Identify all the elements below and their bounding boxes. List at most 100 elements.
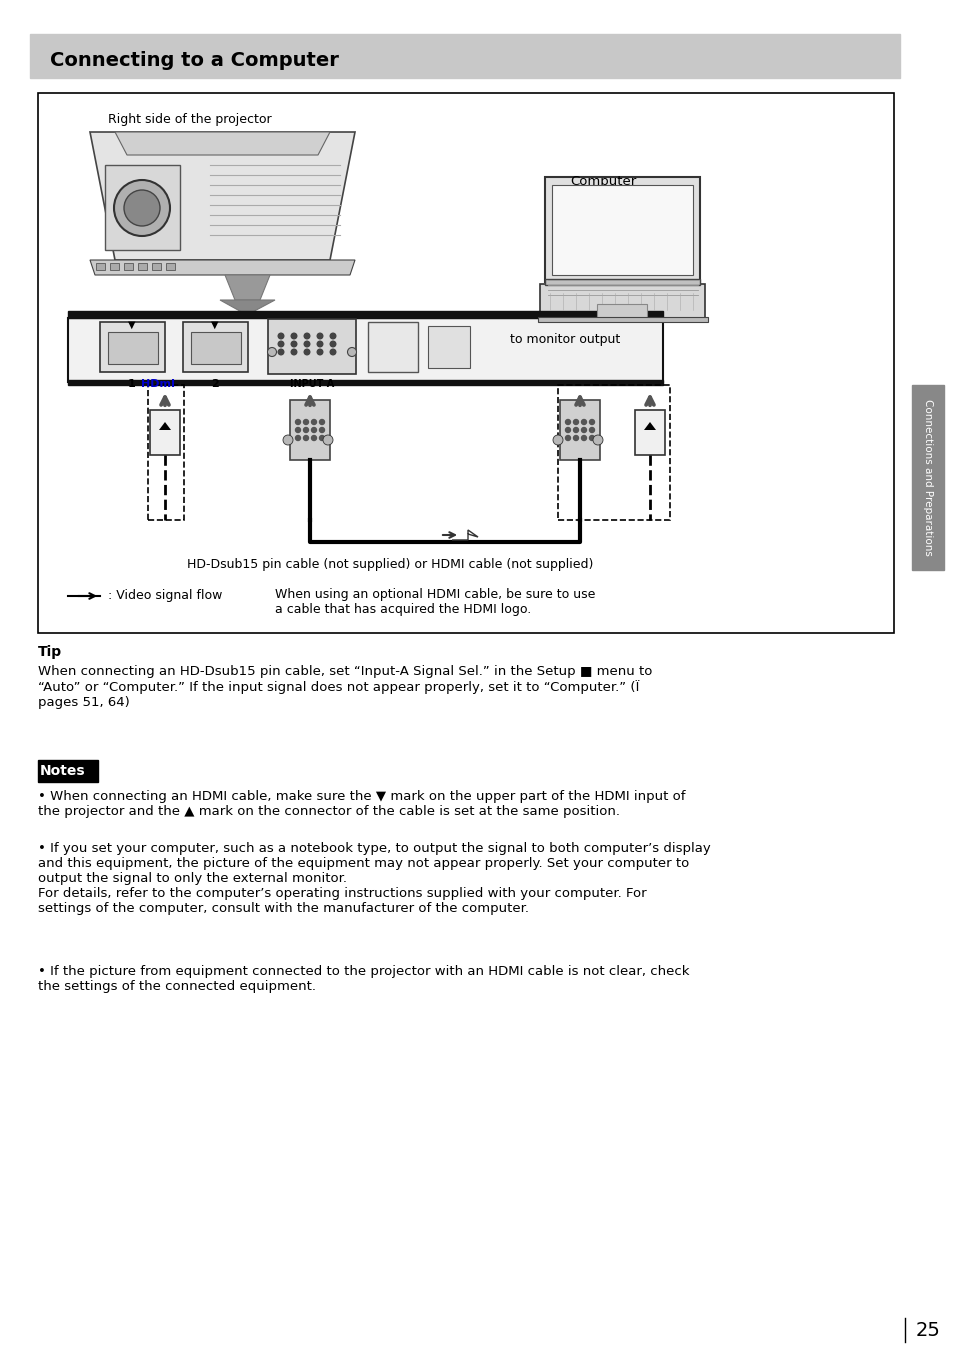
Text: ▼: ▼	[211, 320, 218, 330]
Circle shape	[283, 435, 293, 445]
Circle shape	[304, 341, 310, 347]
Bar	[268, 319, 355, 375]
Circle shape	[312, 419, 316, 425]
Circle shape	[303, 419, 308, 425]
Text: 25: 25	[915, 1321, 940, 1340]
Bar	[38, 93, 893, 633]
Circle shape	[316, 349, 322, 354]
Polygon shape	[225, 274, 270, 300]
Bar	[68, 311, 662, 318]
Circle shape	[319, 419, 324, 425]
Circle shape	[278, 349, 283, 354]
Circle shape	[267, 347, 276, 357]
Bar	[166, 264, 174, 270]
Text: When connecting an HD-Dsub15 pin cable, set “Input-A Signal Sel.” in the Setup ■: When connecting an HD-Dsub15 pin cable, …	[38, 665, 652, 710]
Circle shape	[573, 435, 578, 441]
Circle shape	[319, 435, 324, 441]
Bar	[597, 304, 646, 318]
Circle shape	[304, 333, 310, 339]
Circle shape	[589, 419, 594, 425]
Bar	[290, 400, 330, 460]
Polygon shape	[643, 422, 656, 430]
Bar	[544, 177, 700, 283]
Bar	[559, 400, 599, 460]
Circle shape	[330, 333, 335, 339]
Text: • If you set your computer, such as a notebook type, to output the signal to bot: • If you set your computer, such as a no…	[38, 842, 710, 915]
Circle shape	[581, 435, 586, 441]
Circle shape	[319, 427, 324, 433]
Circle shape	[581, 427, 586, 433]
Text: INPUT A: INPUT A	[290, 379, 334, 389]
Circle shape	[278, 333, 283, 339]
Bar	[183, 322, 248, 372]
Circle shape	[316, 333, 322, 339]
Bar	[38, 760, 98, 781]
Circle shape	[312, 427, 316, 433]
Bar	[96, 264, 105, 270]
Circle shape	[553, 435, 562, 445]
Text: Computer: Computer	[569, 174, 636, 188]
Bar	[428, 326, 470, 368]
Circle shape	[295, 435, 300, 441]
Text: 1: 1	[128, 379, 135, 389]
Text: Connecting to a Computer: Connecting to a Computer	[50, 50, 338, 69]
Polygon shape	[159, 422, 171, 430]
Bar	[558, 385, 669, 521]
Text: Connections and Preparations: Connections and Preparations	[923, 399, 932, 556]
Text: When using an optional HDMI cable, be sure to use
a cable that has acquired the : When using an optional HDMI cable, be su…	[274, 588, 595, 617]
Bar	[68, 380, 662, 385]
Bar	[148, 385, 184, 521]
Circle shape	[291, 341, 296, 347]
Bar	[110, 264, 119, 270]
Polygon shape	[115, 132, 330, 155]
Bar	[368, 322, 417, 372]
Bar	[68, 318, 662, 383]
Circle shape	[581, 419, 586, 425]
Bar	[552, 185, 692, 274]
Text: to monitor output: to monitor output	[510, 333, 619, 346]
Circle shape	[589, 427, 594, 433]
Circle shape	[330, 341, 335, 347]
Circle shape	[565, 419, 570, 425]
Bar	[150, 410, 180, 456]
Circle shape	[323, 435, 333, 445]
Bar	[105, 165, 180, 250]
Text: Tip: Tip	[38, 645, 62, 658]
Circle shape	[291, 349, 296, 354]
Circle shape	[589, 435, 594, 441]
Circle shape	[291, 333, 296, 339]
Text: ▼: ▼	[128, 320, 135, 330]
Bar	[635, 410, 664, 456]
Bar	[539, 284, 704, 320]
Circle shape	[593, 435, 602, 445]
Bar	[100, 322, 165, 372]
Circle shape	[312, 435, 316, 441]
Bar	[544, 279, 700, 285]
Circle shape	[124, 191, 160, 226]
Polygon shape	[90, 132, 355, 260]
Text: HDmI: HDmI	[141, 379, 174, 389]
Circle shape	[330, 349, 335, 354]
Bar	[30, 34, 899, 78]
Text: • If the picture from equipment connected to the projector with an HDMI cable is: • If the picture from equipment connecte…	[38, 965, 689, 992]
Polygon shape	[220, 300, 274, 315]
Circle shape	[573, 419, 578, 425]
Text: Notes: Notes	[40, 764, 86, 777]
Circle shape	[304, 349, 310, 354]
Polygon shape	[90, 260, 355, 274]
Text: • When connecting an HDMI cable, make sure the ▼ mark on the upper part of the H: • When connecting an HDMI cable, make su…	[38, 790, 685, 818]
Circle shape	[113, 180, 170, 237]
Circle shape	[573, 427, 578, 433]
Text: 2: 2	[211, 379, 218, 389]
Bar	[191, 333, 241, 364]
Circle shape	[295, 419, 300, 425]
Bar	[911, 385, 943, 571]
Text: Right side of the projector: Right side of the projector	[108, 114, 272, 126]
FancyArrowPatch shape	[78, 594, 94, 599]
Circle shape	[303, 435, 308, 441]
Bar	[108, 333, 158, 364]
Circle shape	[278, 341, 283, 347]
Circle shape	[303, 427, 308, 433]
Bar	[138, 264, 147, 270]
Circle shape	[565, 435, 570, 441]
